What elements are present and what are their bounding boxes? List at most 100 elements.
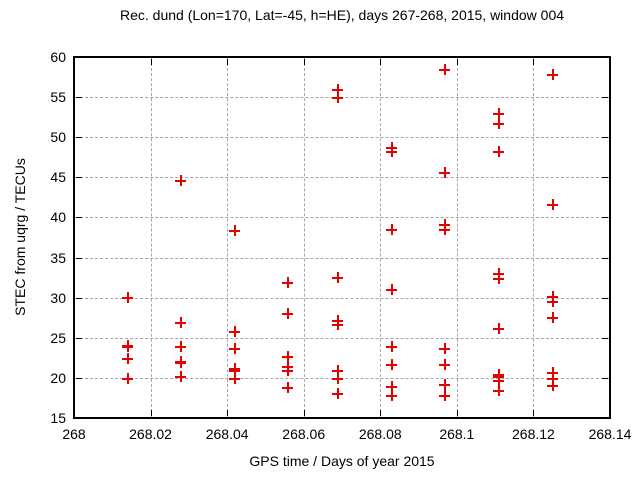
- gridline-vertical: [533, 58, 535, 417]
- y-tick-mark: [76, 377, 82, 379]
- data-point-marker: [385, 380, 397, 392]
- data-point-marker: [332, 83, 344, 95]
- data-point-marker: [385, 145, 397, 157]
- y-tick-label: 50: [50, 129, 66, 146]
- data-point-marker: [385, 224, 397, 236]
- gridline-horizontal: [75, 177, 609, 179]
- x-tick-label: 268.1: [439, 426, 475, 442]
- data-point-marker: [439, 359, 451, 371]
- data-point-marker: [546, 379, 558, 391]
- x-tick-label: 268.04: [205, 426, 249, 442]
- data-point-marker: [546, 199, 558, 211]
- y-tick-mark: [602, 177, 608, 179]
- x-tick-mark: [150, 59, 152, 65]
- y-tick-mark: [602, 337, 608, 339]
- y-tick-mark: [602, 137, 608, 139]
- y-tick-mark: [602, 257, 608, 259]
- data-point-marker: [492, 375, 504, 387]
- x-tick-mark: [533, 410, 535, 416]
- data-point-marker: [175, 175, 187, 187]
- x-tick-label: 268.14: [588, 426, 632, 442]
- x-tick-mark: [456, 59, 458, 65]
- y-tick-mark: [76, 257, 82, 259]
- data-point-marker: [228, 326, 240, 338]
- x-tick-label: 268.08: [358, 426, 402, 442]
- y-tick-mark: [76, 217, 82, 219]
- y-tick-label: 40: [50, 209, 66, 226]
- y-tick-mark: [76, 177, 82, 179]
- gridline-vertical: [303, 58, 305, 417]
- gridline-horizontal: [75, 137, 609, 139]
- data-point-marker: [332, 91, 344, 103]
- y-tick-label: 25: [50, 329, 66, 346]
- data-point-marker: [492, 107, 504, 119]
- y-tick-label: 20: [50, 369, 66, 386]
- x-tick-label: 268.12: [512, 426, 555, 442]
- data-point-marker: [332, 373, 344, 385]
- data-point-marker: [546, 373, 558, 385]
- gridline-horizontal: [75, 257, 609, 259]
- x-tick-mark: [303, 59, 305, 65]
- gridline-horizontal: [75, 297, 609, 299]
- data-point-marker: [492, 273, 504, 285]
- data-point-marker: [332, 387, 344, 399]
- y-tick-mark: [602, 217, 608, 219]
- y-tick-mark: [76, 97, 82, 99]
- data-point-marker: [121, 341, 133, 353]
- data-point-marker: [228, 343, 240, 354]
- y-tick-label: 30: [50, 289, 66, 306]
- data-point-marker: [332, 318, 344, 330]
- data-point-marker: [546, 296, 558, 308]
- data-point-marker: [439, 167, 451, 179]
- data-point-marker: [332, 364, 344, 376]
- x-tick-mark: [227, 410, 229, 416]
- data-point-marker: [385, 341, 397, 353]
- data-point-marker: [439, 224, 451, 236]
- y-tick-mark: [602, 97, 608, 99]
- data-point-marker: [282, 365, 294, 377]
- x-tick-mark: [456, 410, 458, 416]
- data-point-marker: [546, 69, 558, 81]
- x-tick-label: 268.06: [282, 426, 326, 442]
- data-point-marker: [228, 372, 240, 384]
- y-tick-mark: [76, 297, 82, 299]
- y-tick-mark: [76, 137, 82, 139]
- data-point-marker: [282, 351, 294, 363]
- x-tick-mark: [303, 410, 305, 416]
- data-point-marker: [385, 390, 397, 402]
- data-point-marker: [228, 364, 240, 376]
- gridline-vertical: [150, 58, 152, 417]
- gridline-vertical: [380, 58, 382, 417]
- y-tick-mark: [602, 297, 608, 299]
- data-point-marker: [546, 311, 558, 323]
- gridline-horizontal: [75, 377, 609, 379]
- y-tick-mark: [602, 377, 608, 379]
- x-tick-label: 268.02: [129, 426, 172, 442]
- data-point-marker: [175, 371, 187, 383]
- y-tick-label: 35: [50, 249, 66, 266]
- gridline-vertical: [227, 58, 229, 417]
- data-point-marker: [385, 359, 397, 371]
- data-point-marker: [282, 277, 294, 289]
- data-point-marker: [439, 389, 451, 401]
- data-point-marker: [121, 372, 133, 384]
- y-tick-label: 60: [50, 49, 66, 65]
- x-tick-mark: [227, 59, 229, 65]
- x-axis-label: GPS time / Days of year 2015: [249, 453, 435, 469]
- data-point-marker: [439, 63, 451, 75]
- x-tick-mark: [380, 59, 382, 65]
- x-tick-label: 268: [62, 426, 86, 442]
- data-point-marker: [546, 367, 558, 379]
- data-point-marker: [439, 343, 451, 354]
- data-point-marker: [228, 225, 240, 237]
- gridline-vertical: [456, 58, 458, 417]
- gridline-horizontal: [75, 337, 609, 339]
- data-point-marker: [121, 352, 133, 364]
- data-point-marker: [175, 357, 187, 369]
- chart-title: Rec. dund (Lon=170, Lat=-45, h=HE), days…: [119, 7, 565, 23]
- y-tick-label: 45: [50, 169, 66, 186]
- data-point-marker: [175, 317, 187, 329]
- data-point-marker: [492, 118, 504, 130]
- data-point-marker: [439, 379, 451, 391]
- data-point-marker: [282, 307, 294, 319]
